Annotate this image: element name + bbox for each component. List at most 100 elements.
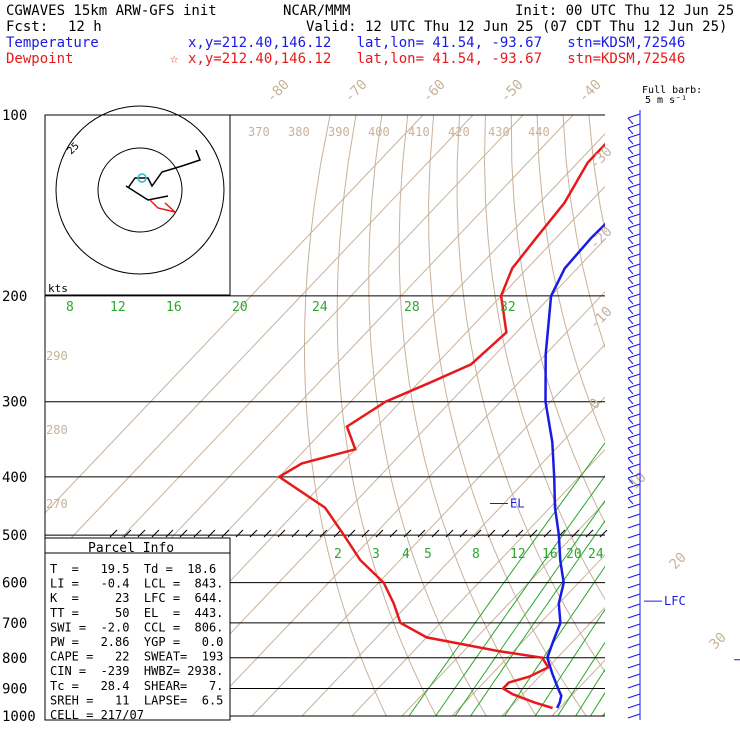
theta-label: 290	[46, 349, 68, 363]
wind-barb	[628, 114, 640, 118]
isotherm-label: -40	[576, 77, 605, 106]
wind-barb-flag	[628, 408, 633, 414]
wind-barb	[628, 614, 640, 618]
isotherm-label: 20	[667, 550, 690, 573]
wind-barb	[628, 294, 640, 298]
mixing-ratio-label: 8	[472, 547, 480, 562]
mixing-ratio-label: 32	[500, 300, 516, 315]
parcel-row: Tc = 28.4 SHEAR= 7.	[50, 679, 223, 693]
wind-barb-flag	[628, 498, 633, 504]
pressure-tick-label: 500	[2, 528, 27, 544]
wind-barb	[628, 444, 640, 448]
level-label: EL	[510, 496, 524, 510]
wind-barb	[628, 544, 640, 548]
dewpoint-legend: Dewpoint	[6, 51, 73, 67]
wind-barb	[628, 644, 640, 648]
wind-barb	[628, 164, 640, 168]
isotherm-label: -30	[587, 144, 616, 173]
wind-barb-flag	[628, 378, 633, 384]
hatch-mark	[110, 530, 117, 537]
wind-barb	[628, 654, 640, 658]
wind-barbs	[628, 110, 640, 720]
wind-barb-flag	[628, 188, 633, 194]
mixing-ratio-label: 8	[66, 300, 74, 315]
theta-label: 380	[288, 125, 310, 139]
wind-barb-flag	[628, 298, 633, 304]
wind-barb	[628, 714, 640, 718]
wind-barb	[628, 184, 640, 188]
hatch-mark	[348, 530, 355, 537]
theta-label: 400	[368, 125, 390, 139]
dry-adiabat-line	[641, 115, 740, 716]
temperature-legend: Temperature	[6, 35, 99, 51]
wind-barb	[628, 404, 640, 408]
wind-barb-flag	[628, 318, 633, 324]
wind-barb	[628, 354, 640, 358]
isotherm-line	[302, 115, 740, 716]
wind-barb	[628, 304, 640, 308]
dry-adiabat-line	[667, 115, 740, 716]
wind-barb	[628, 134, 640, 138]
hatch-mark	[194, 530, 201, 537]
dry-adiabat-line	[718, 115, 740, 716]
hatch-mark	[390, 530, 397, 537]
wind-barb	[628, 234, 640, 238]
hatch-mark	[208, 530, 215, 537]
hatch-mark	[180, 530, 187, 537]
wind-barb-flag	[628, 138, 633, 144]
dry-adiabat-line	[305, 115, 387, 716]
pressure-tick-label: 400	[2, 470, 27, 486]
wind-barb	[628, 564, 640, 568]
parcel-row: SREH = 11 LAPSE= 6.5	[50, 693, 223, 707]
wind-barb-flag	[628, 398, 633, 404]
barb-legend-unit: 5 m s⁻¹	[645, 95, 687, 106]
pressure-tick-label: 900	[2, 681, 27, 697]
wind-barb	[628, 634, 640, 638]
dewpoint-marker: ☆	[170, 51, 178, 67]
mixing-ratio-label: 12	[510, 547, 526, 562]
dry-adiabat-line	[369, 115, 487, 716]
theta-label: 370	[248, 125, 270, 139]
hatch-mark	[460, 530, 467, 537]
wind-barb-flag	[628, 238, 633, 244]
wind-barb	[628, 424, 640, 428]
isotherm-label: -10	[587, 304, 616, 333]
isotherm-label: -60	[420, 77, 449, 106]
theta-label: 430	[488, 125, 510, 139]
dry-adiabat-line	[511, 115, 736, 716]
dewpoint-profile	[279, 115, 633, 708]
parcel-row: PW = 2.86 YGP = 0.0	[50, 635, 223, 649]
wind-barb	[628, 554, 640, 558]
isotherm-line	[452, 115, 740, 716]
isotherm-line	[202, 115, 740, 716]
mixing-ratio-label: 16	[542, 547, 558, 562]
wind-barb-flag	[628, 438, 633, 444]
wind-barb	[628, 364, 640, 368]
wind-barb-flag	[628, 488, 633, 494]
wind-barb	[628, 394, 640, 398]
wind-barb	[628, 334, 640, 338]
wind-barb-flag	[628, 448, 633, 454]
wind-barb-flag	[628, 258, 633, 264]
wind-barb-flag	[628, 338, 633, 344]
pressure-tick-label: 800	[2, 651, 27, 667]
isotherm-label: -80	[264, 77, 293, 106]
wind-barb	[628, 174, 640, 178]
theta-label: 280	[46, 423, 68, 437]
parcel-row: CIN = -239 HWBZ= 2938.	[50, 664, 223, 678]
parcel-title: Parcel Info	[88, 541, 174, 556]
mixing-ratio-line	[558, 296, 740, 716]
wind-barb	[628, 664, 640, 668]
theta-label: 410	[408, 125, 430, 139]
mixing-ratio-line	[505, 296, 740, 716]
wind-barb-flag	[628, 228, 633, 234]
wind-barb	[628, 704, 640, 708]
isotherm-line	[352, 115, 740, 716]
theta-label: 390	[328, 125, 350, 139]
mixing-ratio-label: 24	[588, 547, 604, 562]
wind-barb	[628, 434, 640, 438]
hatch-mark	[502, 530, 509, 537]
pressure-tick-label: 600	[2, 576, 27, 592]
